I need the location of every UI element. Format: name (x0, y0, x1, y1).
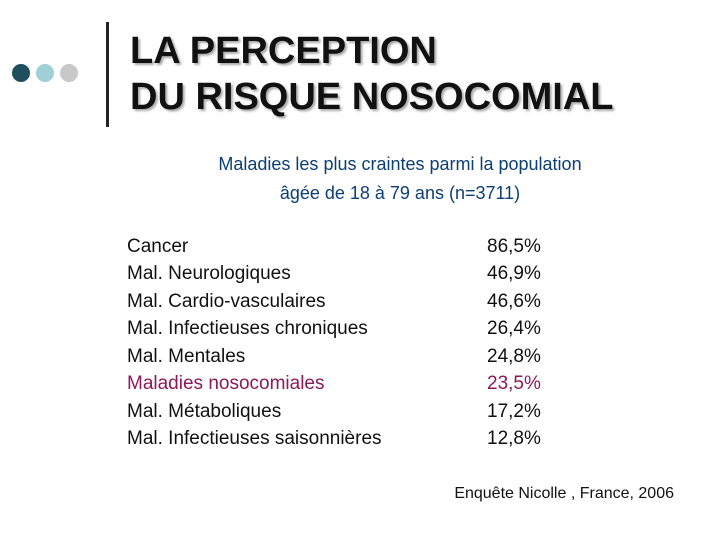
disease-label: Mal. Mentales (127, 345, 246, 367)
subtitle-line-2: âgée de 18 à 79 ans (n=3711) (279, 183, 521, 203)
decorative-dots (12, 64, 78, 82)
table-row: Mal. Métaboliques 17,2% (127, 398, 577, 426)
disease-table: Cancer 86,5% Mal. Neurologiques 46,9% Ma… (127, 233, 577, 453)
subtitle-line-1: Maladies les plus craintes parmi la popu… (218, 154, 582, 174)
disease-percent: 46,9% (487, 263, 541, 285)
table-row: Mal. Infectieuses saisonnières 12,8% (127, 426, 577, 454)
disease-percent: 12,8% (487, 428, 541, 450)
disease-percent: 17,2% (487, 400, 541, 422)
table-row-highlighted: Maladies nosocomiales 23,5% (127, 371, 577, 399)
disease-percent: 86,5% (487, 235, 541, 257)
disease-label: Mal. Cardio-vasculaires (127, 290, 326, 312)
source-citation: Enquête Nicolle , France, 2006 (454, 485, 674, 502)
disease-percent: 24,8% (487, 345, 541, 367)
disease-label: Maladies nosocomiales (127, 373, 325, 395)
table-row: Mal. Mentales 24,8% (127, 343, 577, 371)
table-row: Mal. Infectieuses chroniques 26,4% (127, 316, 577, 344)
dot-gray (60, 64, 78, 82)
slide-title: LA PERCEPTION DU RISQUE NOSOCOMIAL (130, 28, 613, 120)
dot-dark (12, 64, 30, 82)
title-line-1: LA PERCEPTION (130, 30, 437, 72)
table-row: Mal. Neurologiques 46,9% (127, 261, 577, 289)
title-line-2: DU RISQUE NOSOCOMIAL (130, 76, 614, 118)
disease-label: Mal. Infectieuses saisonnières (127, 428, 382, 450)
table-row: Cancer 86,5% (127, 233, 577, 261)
disease-label: Mal. Métaboliques (127, 400, 282, 422)
disease-percent: 23,5% (487, 373, 541, 395)
disease-label: Mal. Neurologiques (127, 263, 291, 285)
disease-percent: 46,6% (487, 290, 541, 312)
dot-light-teal (36, 64, 54, 82)
table-row: Mal. Cardio-vasculaires 46,6% (127, 288, 577, 316)
slide-subtitle: Maladies les plus craintes parmi la popu… (150, 150, 650, 208)
disease-percent: 26,4% (487, 318, 541, 340)
disease-label: Mal. Infectieuses chroniques (127, 318, 368, 340)
title-divider (106, 22, 109, 127)
disease-label: Cancer (127, 235, 189, 257)
